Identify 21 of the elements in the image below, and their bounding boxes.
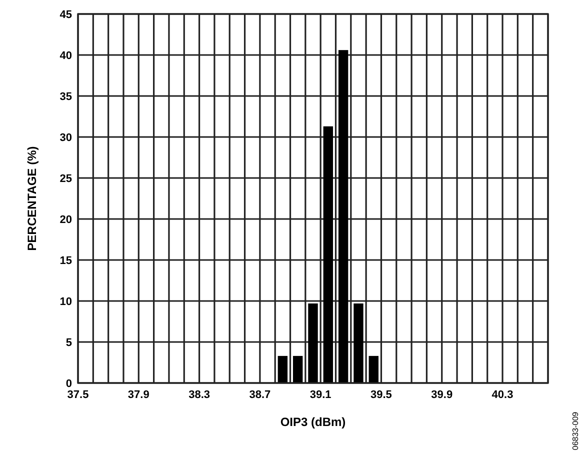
y-tick-label: 25 [60, 173, 72, 185]
x-tick-label: 37.9 [128, 389, 150, 401]
x-tick-label: 38.3 [188, 389, 210, 401]
x-tick-label: 40.3 [492, 389, 514, 401]
x-tick-label: 39.9 [431, 389, 453, 401]
text: 06833-009 [571, 411, 580, 450]
y-tick-label: 20 [60, 214, 72, 226]
y-tick-label: 40 [60, 50, 72, 62]
y-tick-label: 5 [66, 337, 72, 349]
y-tick-label: 30 [60, 132, 72, 144]
x-axis-title: OIP3 (dBm) [280, 415, 346, 429]
x-tick-label: 37.5 [67, 389, 89, 401]
y-axis-title: PERCENTAGE (%) [25, 146, 39, 251]
y-tick-label: 0 [66, 378, 72, 390]
y-tick-label: 45 [60, 9, 72, 21]
x-tick-label: 39.5 [370, 389, 392, 401]
y-tick-label: 15 [60, 255, 72, 267]
x-tick-label: 39.1 [310, 389, 332, 401]
x-tick-label: 38.7 [249, 389, 271, 401]
y-tick-label: 35 [60, 91, 72, 103]
y-tick-label: 10 [60, 296, 72, 308]
